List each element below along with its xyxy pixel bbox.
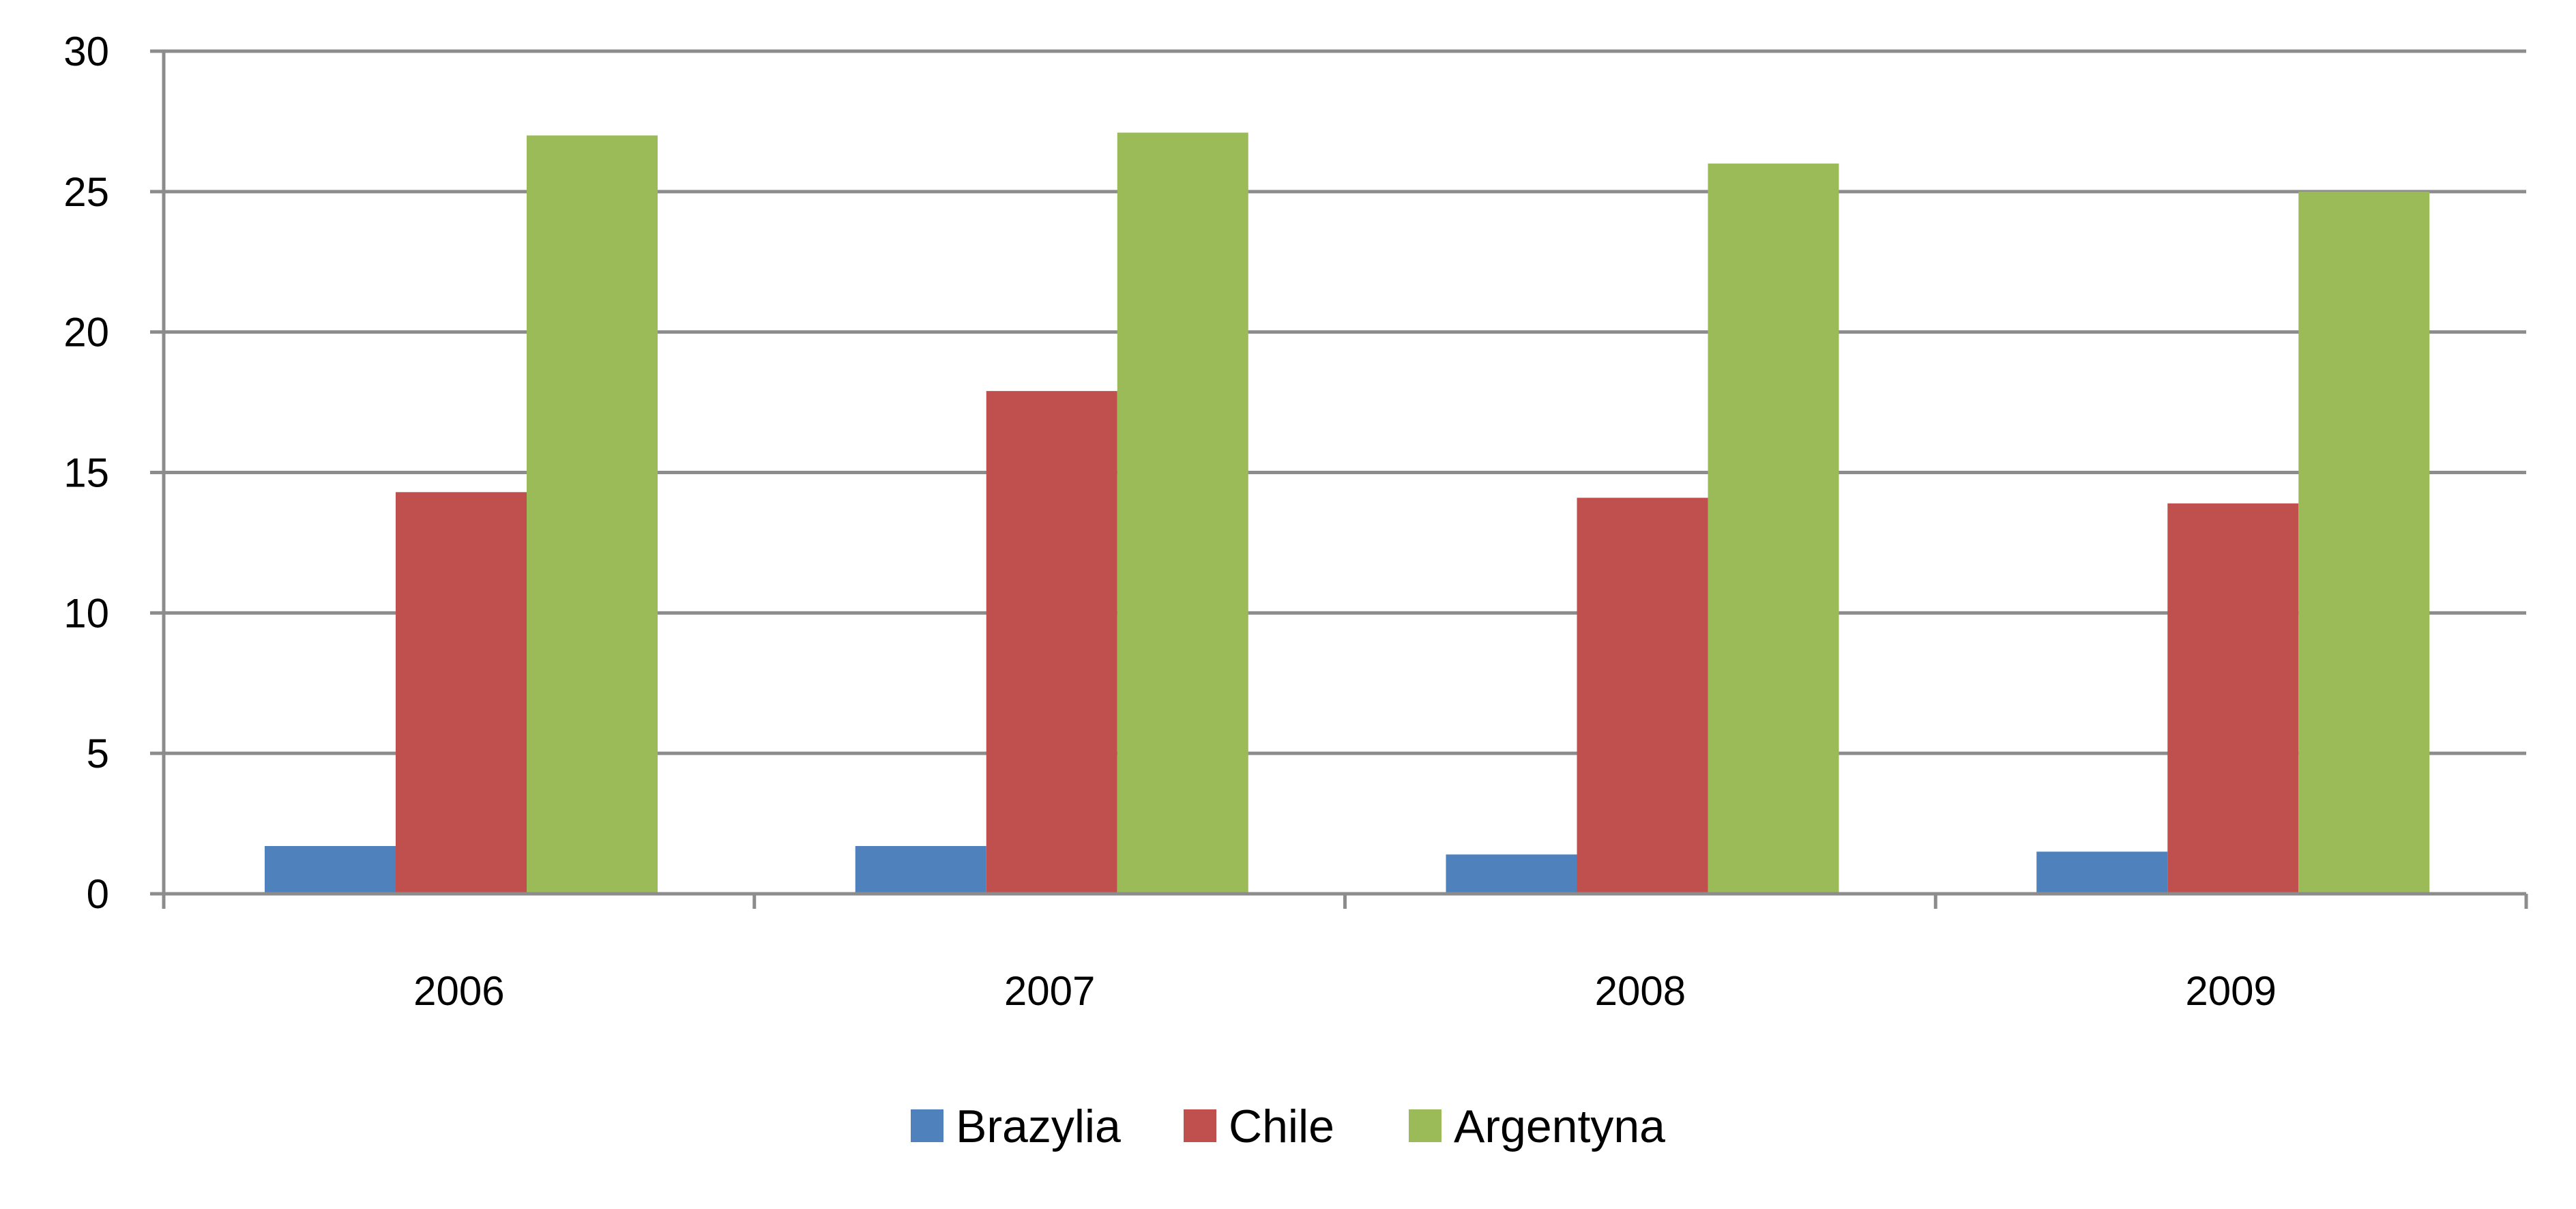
bar-argentyna-2008 — [1708, 163, 1839, 894]
bar-brazylia-2008 — [1446, 854, 1577, 894]
x-tick-label: 2007 — [1004, 968, 1095, 1014]
legend-swatch-brazylia — [911, 1109, 943, 1142]
legend-label-chile: Chile — [1229, 1101, 1334, 1152]
bar-argentyna-2006 — [527, 135, 658, 894]
bar-brazylia-2009 — [2036, 851, 2168, 894]
x-axis-tick-labels: 2006 2007 2008 2009 — [413, 968, 2277, 1014]
bar-brazylia-2007 — [855, 846, 986, 894]
y-tick-label: 10 — [63, 590, 109, 636]
y-tick-label: 25 — [63, 169, 109, 215]
axes — [150, 49, 2528, 909]
legend-swatch-argentyna — [1409, 1109, 1441, 1142]
bar-chile-2006 — [396, 492, 527, 894]
bar-brazylia-2006 — [265, 846, 396, 894]
x-tick-label: 2009 — [2185, 968, 2276, 1014]
bar-chile-2008 — [1577, 497, 1708, 894]
legend-label-brazylia: Brazylia — [956, 1101, 1121, 1152]
bar-chile-2009 — [2167, 503, 2299, 894]
bars — [265, 132, 2430, 894]
legend: Brazylia Chile Argentyna — [911, 1101, 1665, 1152]
legend-label-argentyna: Argentyna — [1454, 1101, 1665, 1152]
y-tick-label: 0 — [87, 871, 109, 917]
y-tick-label: 15 — [63, 450, 109, 496]
y-axis-tick-labels: 0 5 10 15 20 25 30 — [63, 29, 109, 917]
y-tick-label: 30 — [63, 29, 109, 74]
bar-chile-2007 — [986, 391, 1117, 894]
bar-argentyna-2009 — [2298, 191, 2430, 894]
legend-swatch-chile — [1184, 1109, 1216, 1142]
y-tick-label: 20 — [63, 310, 109, 355]
y-tick-label: 5 — [87, 731, 109, 776]
x-tick-label: 2008 — [1595, 968, 1686, 1014]
bar-argentyna-2007 — [1117, 132, 1248, 894]
x-tick-label: 2006 — [413, 968, 504, 1014]
